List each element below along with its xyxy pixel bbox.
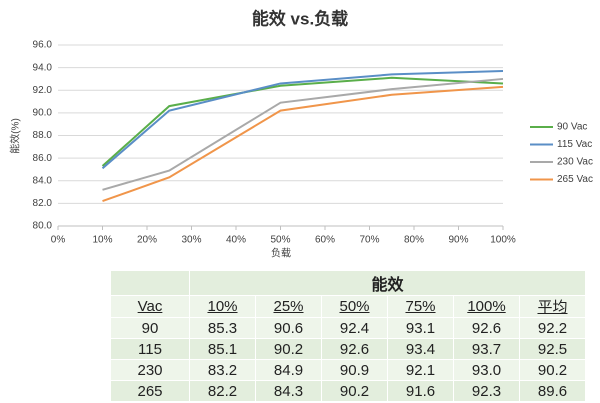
- table-row: 90 85.3 90.6 92.4 93.1 92.6 92.2: [110, 317, 586, 339]
- table-cell: 82.2: [189, 380, 256, 402]
- x-tick-label: 80%: [404, 235, 424, 246]
- series-line: [101, 76, 504, 167]
- y-tick-label: 86.0: [33, 153, 53, 164]
- group-header: 能效: [189, 270, 586, 296]
- x-tick-label: 0%: [51, 235, 66, 246]
- chart-title: 能效 vs.负载: [252, 8, 348, 28]
- table: 能效 Vac 10% 25% 50% 75% 100% 平均 90 85.3 90.6 92.4 9…: [110, 270, 586, 402]
- x-tick-label: 50%: [270, 235, 290, 246]
- chart: 能效 vs.负载 能效(%) 负载 80.0 82.0 84.0 86.0 88.0 90…: [9, 8, 593, 260]
- corner-cell: [110, 270, 190, 296]
- table-cell: 92.5: [519, 338, 586, 360]
- header-cell: 100%: [453, 295, 520, 318]
- y-tick-label: 88.0: [33, 130, 53, 141]
- y-tick-label: 84.0: [33, 175, 53, 186]
- y-tick-label: 92.0: [33, 85, 53, 96]
- series-line: [102, 85, 504, 203]
- series-line: [102, 77, 504, 191]
- table-cell: 90: [110, 317, 190, 339]
- y-axis-label: 能效(%): [9, 118, 22, 154]
- header-row: Vac 10% 25% 50% 75% 100% 平均: [110, 295, 586, 318]
- header-cell: 25%: [255, 295, 322, 318]
- table-cell: 92.3: [453, 380, 520, 402]
- table-cell: 230: [110, 359, 190, 381]
- table-cell: 83.2: [189, 359, 256, 381]
- table-cell: 92.1: [387, 359, 454, 381]
- header-cell: 10%: [189, 295, 256, 318]
- y-tick-label: 80.0: [33, 221, 53, 232]
- table-cell: 92.2: [519, 317, 586, 339]
- table-cell: 93.4: [387, 338, 454, 360]
- table-cell: 115: [110, 338, 190, 360]
- table-cell: 89.6: [519, 380, 586, 402]
- header-cell: Vac: [110, 295, 190, 318]
- table-cell: 85.1: [189, 338, 256, 360]
- x-tick-label: 10%: [92, 235, 112, 246]
- table-cell: 90.6: [255, 317, 322, 339]
- y-tick-label: 82.0: [33, 198, 53, 209]
- x-tick-label: 20%: [137, 235, 157, 246]
- table-cell: 90.2: [321, 380, 388, 402]
- header-cell: 平均: [519, 295, 586, 318]
- table-cell: 84.9: [255, 359, 322, 381]
- table-cell: 85.3: [189, 317, 256, 339]
- legend-label: 230 Vac: [557, 157, 593, 168]
- table-cell: 93.0: [453, 359, 520, 381]
- x-axis-label: 负载: [271, 247, 291, 260]
- table-row: 230 83.2 84.9 90.9 92.1 93.0 90.2: [110, 359, 586, 381]
- x-tick-label: 70%: [359, 235, 379, 246]
- table-cell: 84.3: [255, 380, 322, 402]
- series-line: [101, 70, 504, 170]
- table-cell: 93.7: [453, 338, 520, 360]
- y-tick-label: 96.0: [33, 40, 53, 51]
- table-cell: 92.6: [321, 338, 388, 360]
- header-cell: 75%: [387, 295, 454, 318]
- legend-label: 90 Vac: [557, 122, 587, 133]
- table-cell: 265: [110, 380, 190, 402]
- table-cell: 93.1: [387, 317, 454, 339]
- y-tick-label: 94.0: [33, 62, 53, 73]
- table-cell: 90.2: [255, 338, 322, 360]
- table-row: 265 82.2 84.3 90.2 91.6 92.3 89.6: [110, 380, 586, 402]
- legend-label: 265 Vac: [557, 174, 593, 185]
- table-cell: 92.6: [453, 317, 520, 339]
- x-tick-label: 100%: [490, 235, 516, 246]
- legend-label: 115 Vac: [557, 139, 592, 150]
- table-row: 115 85.1 90.2 92.6 93.4 93.7 92.5: [110, 338, 586, 360]
- x-tick-label: 90%: [448, 235, 468, 246]
- table-cell: 91.6: [387, 380, 454, 402]
- table-cell: 92.4: [321, 317, 388, 339]
- x-tick-label: 30%: [181, 235, 201, 246]
- x-tick-label: 60%: [315, 235, 335, 246]
- table-cell: 90.2: [519, 359, 586, 381]
- header-cell: 50%: [321, 295, 388, 318]
- x-tick-label: 40%: [226, 235, 246, 246]
- table-cell: 90.9: [321, 359, 388, 381]
- y-tick-label: 90.0: [33, 108, 53, 119]
